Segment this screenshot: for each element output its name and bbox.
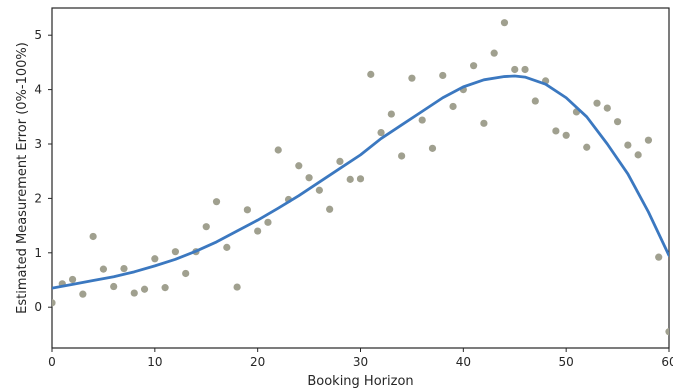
data-point [202, 223, 210, 231]
data-layer [52, 19, 669, 336]
data-point [52, 299, 56, 307]
data-point [511, 65, 519, 74]
data-point [552, 127, 560, 135]
data-point [408, 74, 416, 82]
y-tick-label: 0 [34, 300, 42, 314]
data-point [89, 232, 97, 241]
y-axis-label: Estimated Measurement Error (0%-100%) [15, 42, 30, 314]
data-point [624, 141, 632, 149]
y-tick-label: 5 [34, 28, 42, 42]
data-point [387, 110, 395, 118]
data-point [140, 285, 149, 293]
plot-layer: 0 10 20 30 40 50 60 0 1 2 3 4 5 Booking Horizon Estima… [15, 7, 673, 389]
data-point [130, 289, 138, 297]
data-point [593, 99, 601, 107]
data-point [449, 102, 457, 111]
data-point [644, 136, 653, 144]
y-tick-label: 2 [34, 191, 42, 205]
data-point [398, 152, 406, 160]
data-point [356, 175, 365, 183]
data-point [367, 70, 375, 78]
data-point [120, 264, 128, 273]
data-point [99, 265, 108, 273]
data-point [212, 198, 221, 206]
data-point [377, 128, 385, 137]
data-point [634, 151, 642, 159]
data-point [490, 49, 498, 57]
data-point [171, 248, 179, 256]
data-point [151, 255, 159, 263]
data-point [562, 131, 570, 139]
x-tick-label: 0 [48, 355, 56, 369]
data-point [79, 290, 87, 298]
data-point [223, 243, 231, 251]
x-tick-label: 50 [559, 355, 574, 369]
x-tick-label: 30 [353, 355, 368, 369]
data-point [665, 328, 669, 336]
data-point [295, 162, 303, 170]
data-point [110, 282, 118, 291]
data-point [655, 253, 663, 261]
data-point [531, 97, 539, 105]
data-point [161, 284, 169, 292]
data-point [305, 174, 313, 182]
y-tick-label: 4 [34, 83, 42, 97]
data-point [470, 62, 478, 70]
fit-line [52, 74, 669, 290]
data-point [480, 119, 488, 127]
data-point [315, 186, 323, 194]
data-point [521, 65, 529, 74]
data-point [346, 175, 354, 183]
x-axis-label: Booking Horizon [307, 374, 413, 389]
data-point [418, 116, 426, 124]
y-tick-label: 3 [34, 137, 42, 151]
data-point [439, 71, 447, 80]
x-tick-label: 20 [250, 355, 265, 369]
data-point [336, 157, 344, 166]
data-point [603, 104, 611, 112]
data-point [68, 275, 77, 284]
data-point [613, 118, 622, 126]
data-point [233, 283, 241, 291]
data-point [583, 143, 591, 151]
x-tick-label: 60 [661, 355, 673, 369]
data-point [243, 206, 251, 214]
data-point [182, 269, 190, 278]
x-tick-label: 10 [147, 355, 162, 369]
data-point [326, 205, 334, 213]
data-point [264, 218, 272, 226]
data-point [500, 19, 509, 27]
x-tick-label: 40 [456, 355, 471, 369]
data-point [274, 146, 282, 154]
data-point [428, 144, 437, 152]
data-point [254, 227, 262, 235]
y-tick-label: 1 [34, 246, 42, 260]
